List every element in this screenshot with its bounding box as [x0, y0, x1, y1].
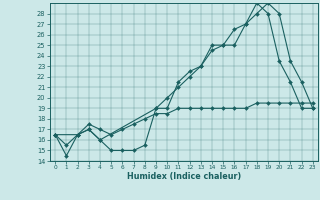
X-axis label: Humidex (Indice chaleur): Humidex (Indice chaleur)	[127, 172, 241, 181]
